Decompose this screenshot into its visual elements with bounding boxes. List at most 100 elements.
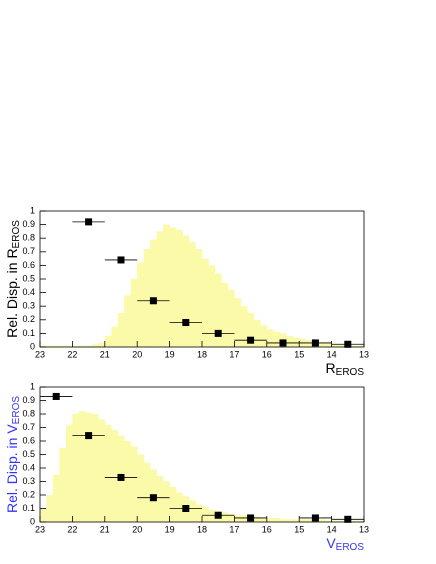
histogram-bar (98, 419, 106, 522)
x-tick-label: 15 (294, 349, 304, 359)
y-tick-label: 0.8 (22, 233, 35, 243)
histogram-bar (299, 519, 306, 522)
histogram-bar (137, 262, 144, 347)
histogram-bar (227, 289, 235, 347)
histogram-bar (273, 332, 281, 347)
histogram-bar (78, 411, 86, 522)
histogram-bar (40, 345, 47, 347)
y-tick-label: 0.6 (22, 435, 35, 445)
x-tick-label: 18 (197, 524, 207, 534)
histogram-bar (331, 520, 339, 522)
x-tick-label: 22 (67, 524, 77, 534)
y-tick-label: 0.9 (22, 219, 35, 229)
histogram-bar (286, 336, 294, 347)
x-axis-label: REROS (326, 360, 365, 378)
histogram-bar (169, 486, 177, 522)
x-tick-label: 16 (262, 349, 272, 359)
x-axis-label: VEROS (326, 535, 364, 553)
y-tick-label: 0.8 (22, 408, 35, 418)
y-axis-label-sub: EROS (11, 396, 22, 425)
x-tick-label: 18 (197, 349, 207, 359)
data-point (149, 297, 157, 305)
data-point (247, 514, 255, 522)
histogram-bar (104, 336, 112, 347)
data-point (344, 515, 352, 523)
histogram-bar (202, 507, 209, 522)
histogram-bar (292, 337, 300, 347)
x-tick-label: 13 (359, 524, 369, 534)
histogram-bar (98, 342, 106, 347)
y-tick-label: 0.2 (22, 489, 35, 499)
x-tick-label: 14 (327, 524, 337, 534)
y-tick-label: 0.5 (22, 273, 35, 283)
histogram-bar (260, 517, 268, 522)
y-tick-label: 0.4 (22, 462, 35, 472)
histogram-bar (214, 273, 222, 347)
histogram-bar (150, 239, 157, 347)
x-tick-label: 19 (165, 349, 175, 359)
histogram-bar (124, 441, 132, 522)
histogram-bar (46, 345, 54, 347)
x-tick-label: 17 (229, 349, 239, 359)
y-tick-label: 0.3 (22, 476, 35, 486)
histogram-bar (266, 517, 274, 522)
histogram-bar (292, 519, 300, 522)
x-tick-label: 22 (67, 349, 77, 359)
histogram-bar (85, 345, 93, 347)
data-point (311, 339, 319, 347)
histogram-bar (286, 519, 294, 522)
x-tick-label: 23 (35, 524, 45, 534)
histogram-bar (143, 249, 151, 347)
y-tick-label: 0.3 (22, 301, 35, 311)
histogram-bar (260, 325, 268, 347)
histogram-bar (325, 342, 332, 347)
histogram-bar (59, 345, 67, 347)
x-tick-label: 20 (132, 524, 142, 534)
histogram-bar (325, 520, 332, 522)
y-tick-label: 0 (30, 516, 35, 526)
histogram-bar (72, 414, 80, 522)
y-axis-label: Rel. Disp. in VEROS (4, 396, 22, 513)
histogram-bar (234, 298, 242, 347)
histogram-bar (221, 283, 229, 347)
histogram-bar (65, 345, 73, 347)
x-axis-label-main: V (326, 535, 336, 551)
data-point (117, 256, 125, 264)
histogram-bar (176, 492, 183, 522)
x-tick-label: 16 (262, 524, 272, 534)
histogram-bar (163, 481, 170, 522)
histogram-bar (208, 265, 216, 347)
y-tick-label: 1 (30, 205, 35, 215)
histogram-bar (163, 224, 170, 347)
histogram-bar (253, 516, 261, 522)
y-tick-label: 0.7 (22, 246, 35, 256)
y-tick-label: 0.2 (22, 314, 35, 324)
histogram-bar (351, 345, 358, 347)
data-point (182, 505, 190, 512)
histogram-bar (189, 500, 196, 522)
histogram-bar (65, 424, 73, 522)
histogram-bar (46, 495, 54, 522)
histogram-bar (111, 326, 119, 347)
y-axis-label-main: Rel. Disp. in V (4, 424, 20, 513)
histogram-bar (240, 306, 248, 347)
histogram-bar (72, 345, 80, 347)
data-point (247, 336, 255, 344)
histogram-bar (195, 249, 203, 347)
data-point (214, 511, 222, 519)
histogram-bar (318, 519, 326, 522)
histogram-bar (85, 412, 93, 522)
histogram-bar (52, 474, 60, 522)
histogram-bar (156, 231, 164, 347)
x-axis-label-main: R (326, 360, 336, 376)
data-point (279, 339, 287, 347)
histogram-bar (130, 446, 138, 522)
histogram-bar (176, 230, 183, 347)
x-tick-label: 14 (327, 349, 337, 359)
y-axis-label: Rel. Disp. in REROS (4, 220, 22, 338)
data-point (344, 340, 352, 348)
histogram-bar (247, 313, 255, 347)
histogram-bar (305, 340, 313, 347)
histogram-bar (305, 519, 313, 522)
